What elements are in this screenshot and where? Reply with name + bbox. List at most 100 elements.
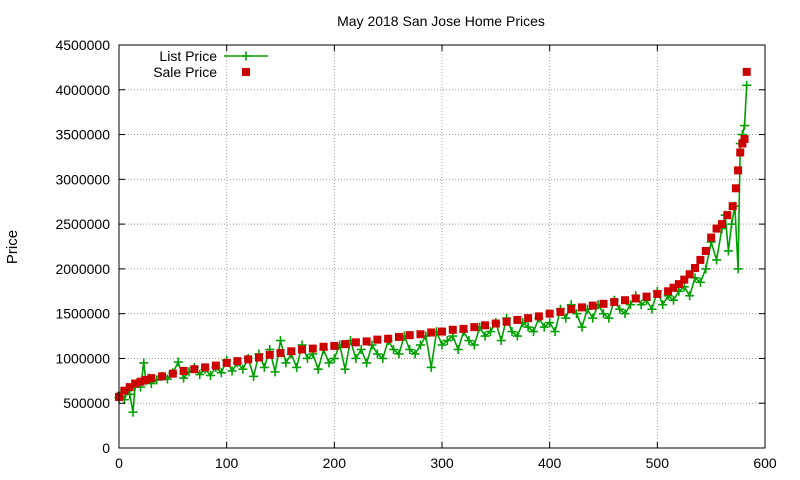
sale-price-point	[168, 369, 177, 378]
list-price-point	[394, 349, 404, 359]
series-sale-price	[115, 67, 751, 401]
sale-price-point	[731, 184, 740, 193]
list-price-point	[302, 353, 312, 363]
list-price-point	[572, 309, 582, 319]
list-price-point	[695, 277, 705, 287]
list-price-point	[378, 353, 388, 363]
sale-price-point	[491, 319, 500, 328]
list-price-point	[372, 349, 382, 359]
x-tick-label: 400	[538, 455, 562, 471]
sale-price-point	[319, 342, 328, 351]
legend-marker-plus	[241, 51, 251, 61]
sale-price-point	[545, 309, 554, 318]
list-price-point	[324, 358, 334, 368]
sale-price-point	[685, 270, 694, 279]
sale-price-point	[405, 331, 414, 340]
sale-price-point	[362, 337, 371, 346]
list-price-point	[512, 331, 522, 341]
list-price-point	[442, 336, 452, 346]
sale-price-point	[556, 307, 565, 316]
x-tick-label: 0	[115, 455, 123, 471]
chart-title: May 2018 San Jose Home Prices	[337, 13, 545, 29]
list-price-point	[216, 368, 226, 378]
y-tick-label: 2000000	[55, 261, 110, 277]
sale-price-point	[738, 139, 747, 148]
sale-price-point	[459, 324, 468, 333]
list-price-point	[723, 246, 733, 256]
y-tick-label: 3500000	[55, 127, 110, 143]
sale-price-point	[642, 292, 651, 301]
list-price-point	[561, 313, 571, 323]
list-price-point	[529, 327, 539, 337]
list-price-point	[620, 309, 630, 319]
series-layer	[114, 67, 752, 417]
x-tick-label: 600	[753, 455, 777, 471]
list-price-point	[426, 362, 436, 372]
list-price-point	[523, 322, 533, 332]
list-price-point	[405, 344, 415, 354]
sale-price-point	[524, 314, 533, 323]
y-tick-label: 2500000	[55, 216, 110, 232]
list-price-point	[740, 121, 750, 131]
list-price-point	[415, 340, 425, 350]
sale-price-point	[211, 361, 220, 370]
sale-price-point	[481, 321, 490, 330]
legend-label: Sale Price	[153, 64, 217, 80]
list-price-point	[276, 336, 285, 346]
sale-price-point	[125, 383, 134, 392]
sale-price-point	[233, 357, 242, 366]
sale-price-point	[222, 358, 231, 367]
sale-price-point	[502, 317, 511, 326]
sale-price-point	[534, 312, 543, 321]
y-tick-label: 1000000	[55, 350, 110, 366]
list-price-point	[259, 362, 269, 372]
sale-price-point	[394, 332, 403, 341]
sale-price-point	[131, 379, 140, 388]
sale-price-point	[740, 135, 749, 144]
list-price-point	[292, 362, 302, 372]
list-price-point	[227, 366, 237, 376]
sale-price-point	[680, 275, 689, 284]
sale-price-point	[384, 334, 393, 343]
sale-price-point	[599, 299, 608, 308]
list-price-point	[727, 219, 737, 229]
sale-price-point	[723, 211, 732, 220]
x-tick-label: 100	[215, 455, 239, 471]
list-price-point	[658, 300, 668, 310]
list-price-point	[340, 364, 350, 374]
list-price-point	[604, 313, 614, 323]
y-tick-label: 4000000	[55, 82, 110, 98]
sale-price-point	[158, 372, 167, 381]
sale-price-point	[427, 328, 436, 337]
list-price-point	[179, 373, 189, 383]
list-price-point	[453, 344, 463, 354]
sale-price-point	[136, 377, 145, 386]
sale-price-point	[298, 345, 307, 354]
list-price-point	[636, 300, 646, 310]
list-price-point	[742, 80, 752, 90]
list-price-point	[507, 327, 517, 337]
list-price-point	[249, 371, 259, 381]
sale-price-point	[513, 315, 522, 324]
legend-marker-square	[242, 68, 250, 76]
sale-price-point	[308, 344, 317, 353]
sale-price-point	[120, 386, 129, 395]
list-price-point	[139, 358, 149, 368]
list-price-point	[329, 353, 339, 363]
list-price-point	[389, 344, 399, 354]
list-price-point	[615, 304, 625, 314]
sale-price-point	[567, 305, 576, 314]
list-price-point	[668, 295, 678, 305]
sale-price-point	[265, 350, 274, 359]
y-tick-label: 0	[102, 440, 110, 456]
list-price-point	[685, 291, 695, 301]
list-price-point	[480, 331, 490, 341]
legend-label: List Price	[159, 48, 217, 64]
sale-price-point	[341, 340, 350, 349]
list-price-point	[647, 304, 657, 314]
sale-price-point	[664, 287, 673, 296]
list-price-point	[550, 327, 560, 337]
sale-price-point	[742, 67, 751, 76]
y-tick-label: 4500000	[55, 37, 110, 53]
